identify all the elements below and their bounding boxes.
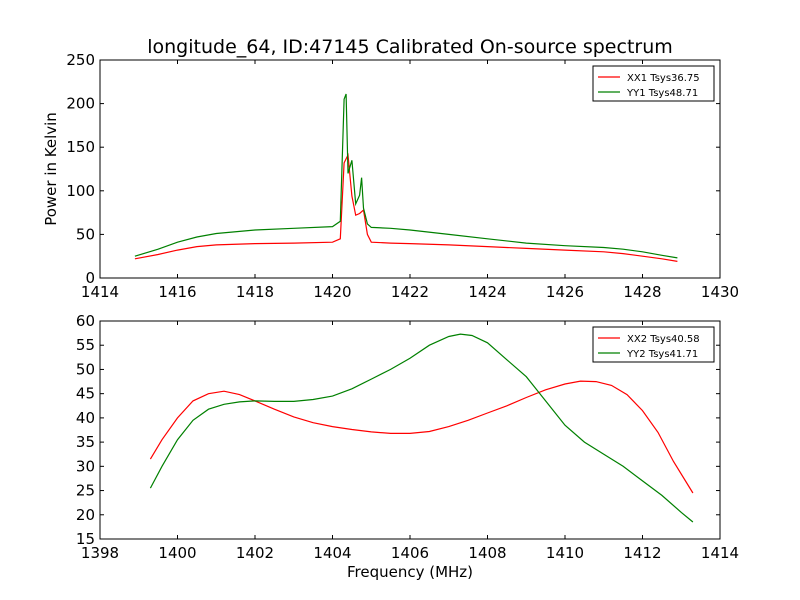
- y-tick-label: 100: [66, 182, 95, 200]
- y-tick-label: 20: [76, 506, 95, 524]
- y-tick-label: 25: [76, 482, 95, 500]
- legend: XX1 Tsys36.75 YY1 Tsys48.71: [592, 65, 715, 102]
- x-axis-label: Frequency (MHz): [347, 563, 473, 581]
- x-tick-label: 1406: [391, 544, 429, 562]
- legend-label: YY2 Tsys41.71: [626, 349, 698, 360]
- x-tick-label: 1408: [468, 544, 506, 562]
- y-tick-label: 50: [76, 225, 95, 243]
- legend-label: XX2 Tsys40.58: [627, 334, 700, 345]
- x-tick-label: 1430: [701, 283, 739, 301]
- x-tick-label: 1420: [313, 283, 351, 301]
- x-tick-label: 1402: [236, 544, 274, 562]
- y-tick-label: 60: [76, 312, 95, 330]
- series-line-yy-panel-2: [149, 333, 694, 523]
- legend-label: YY1 Tsys48.71: [626, 88, 698, 99]
- spectrum-panel-2: 1398 1400 1402 1404 1406 1408 1410 1412 1414 15 20…: [76, 312, 739, 581]
- x-tick-label: 1426: [546, 283, 584, 301]
- x-tick-label: 1414: [81, 283, 119, 301]
- series-line-yy-panel-1: [134, 93, 678, 259]
- x-tick-label: 1414: [701, 544, 739, 562]
- series-line-xx-panel-2: [149, 380, 694, 494]
- y-tick-label: 50: [76, 360, 95, 378]
- legend-label: XX1 Tsys36.75: [627, 73, 700, 84]
- legend-box: [592, 65, 715, 102]
- y-tick-label: 15: [76, 530, 95, 548]
- legend-box: [592, 326, 715, 363]
- x-tick-label: 1404: [313, 544, 351, 562]
- x-tick-label: 1410: [546, 544, 584, 562]
- x-tick-label: 1398: [81, 544, 119, 562]
- chart-title: longitude_64, ID:47145 Calibrated On-sou…: [147, 36, 673, 58]
- y-tick-label: 55: [76, 336, 95, 354]
- y-tick-label: 45: [76, 385, 95, 403]
- legend: XX2 Tsys40.58 YY2 Tsys41.71: [592, 326, 715, 363]
- x-tick-label: 1400: [158, 544, 196, 562]
- x-tick-label: 1428: [623, 283, 661, 301]
- y-axis-label: Power in Kelvin: [42, 112, 60, 226]
- x-tick-label: 1416: [158, 283, 196, 301]
- y-tick-label: 35: [76, 433, 95, 451]
- y-tick-label: 0: [85, 269, 95, 287]
- y-tick-label: 250: [66, 51, 95, 69]
- x-tick-label: 1412: [623, 544, 661, 562]
- x-tick-label: 1424: [468, 283, 506, 301]
- spectrum-panel-1: 1414 1416 1418 1420 1422 1424 1426 1428 1430 0 50 1…: [42, 51, 739, 301]
- y-tick-label: 40: [76, 409, 95, 427]
- x-tick-label: 1418: [236, 283, 274, 301]
- series-line-xx-panel-1: [134, 152, 678, 262]
- x-tick-label: 1422: [391, 283, 429, 301]
- y-tick-label: 200: [66, 95, 95, 113]
- y-tick-label: 150: [66, 138, 95, 156]
- y-tick-label: 30: [76, 457, 95, 475]
